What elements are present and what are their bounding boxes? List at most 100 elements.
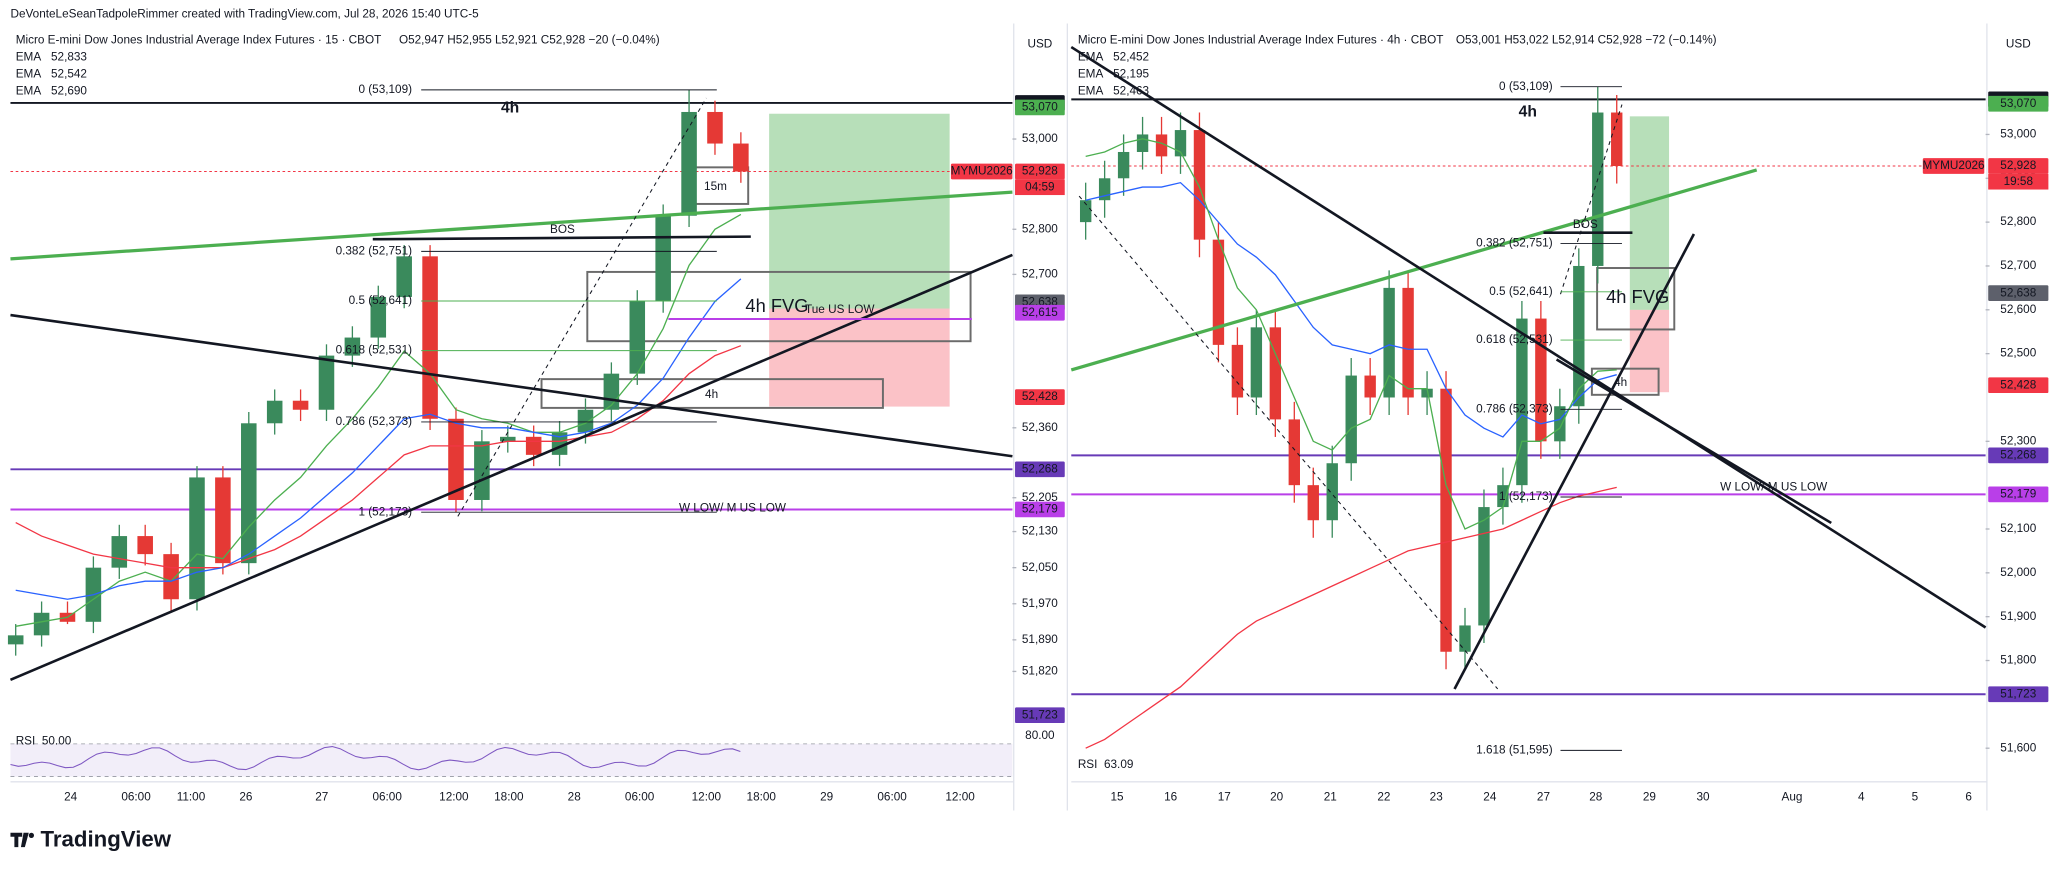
legend-name: EMA (16, 85, 42, 98)
symbol-label: MYMU2026 (951, 165, 1014, 178)
fib-label: 0.382 (52,751) (336, 244, 413, 257)
candle-body (163, 554, 179, 600)
rsi-band (10, 743, 1013, 777)
price-label: 52,928 (2000, 159, 2036, 172)
candle-body (1573, 265, 1585, 407)
candle-body (1402, 287, 1414, 398)
price-label: 52,928 (1022, 165, 1058, 178)
fib-label: 0.786 (52,373) (336, 415, 413, 428)
candle-body (1269, 327, 1282, 420)
trend-line (1555, 358, 1832, 525)
y-tick-label: 52,600 (2000, 303, 2036, 316)
y-tick-label: 53,000 (1022, 132, 1058, 145)
x-tick-label: 06:00 (121, 791, 151, 804)
legend-name: EMA (1078, 85, 1104, 98)
fib-label: 0.618 (52,531) (1476, 333, 1553, 346)
ema-line (15, 213, 742, 627)
x-tick-label: 26 (239, 791, 253, 804)
trend-line (10, 190, 1013, 261)
price-label-box (1988, 447, 2049, 464)
footer-brand: TradingView (41, 827, 172, 852)
price-label: 52,428 (1022, 390, 1058, 403)
trend-line (372, 235, 751, 241)
x-tick-label: 16 (1164, 791, 1178, 804)
x-tick-label: 06:00 (625, 791, 655, 804)
candle-body (1326, 463, 1338, 521)
candle-body (1478, 507, 1490, 626)
candle-body (1554, 406, 1566, 442)
candle-body (1421, 388, 1433, 398)
zone (540, 378, 884, 409)
price-label: 53,070 (1022, 101, 1058, 114)
x-tick-label: 28 (568, 791, 582, 804)
candle-body (396, 256, 412, 297)
candle-body (1611, 112, 1623, 167)
y-tick-label: 52,300 (2000, 434, 2036, 447)
price-label-box (1988, 285, 2049, 301)
logo (10, 832, 35, 848)
price-label: 52,179 (1022, 503, 1058, 516)
price-label: 52,428 (2000, 378, 2036, 391)
candle-body (1250, 327, 1263, 398)
legend-value: 52,452 (1113, 51, 1149, 64)
y-tick-label: 51,800 (2000, 654, 2036, 667)
annotation: 4h (705, 388, 718, 401)
candle-body (1383, 287, 1395, 398)
price-label-box (1015, 707, 1065, 724)
price-label-box (1988, 377, 2049, 394)
trend-line (1559, 104, 1623, 295)
candle-body (629, 301, 646, 374)
rsi-level-label: 80.00 (1025, 729, 1055, 742)
price-label: 52,615 (1022, 306, 1058, 319)
legend-name: EMA (16, 68, 42, 81)
trend-line (10, 313, 1013, 458)
x-tick-label: 12:00 (692, 791, 722, 804)
x-tick-label: 29 (1643, 791, 1656, 804)
price-label-box (1988, 686, 2049, 703)
x-tick-label: 12:00 (945, 791, 975, 804)
price-label-box (1015, 501, 1065, 518)
candle-body (1079, 200, 1092, 223)
price-label: 52,179 (2000, 487, 2036, 500)
candle-body (733, 143, 749, 172)
candle-body (1440, 388, 1452, 652)
candle-body (344, 337, 361, 356)
fib-label: 0.786 (52,373) (1476, 402, 1553, 415)
price-label-box (1015, 304, 1065, 321)
candle-body (707, 111, 723, 144)
ema-line (15, 278, 742, 600)
y-tick-label: 51,890 (1022, 633, 1058, 646)
rsi-value: 50.00 (42, 734, 72, 747)
countdown-box (1988, 173, 2049, 190)
annotation: Tue US LOW (805, 303, 875, 316)
y-tick-label: 52,130 (1022, 525, 1058, 538)
candle-body (1497, 485, 1509, 508)
x-tick-label: 22 (1377, 791, 1390, 804)
y-tick-label: 52,205 (1022, 491, 1058, 504)
x-tick-label: 23 (1430, 791, 1444, 804)
zone (769, 308, 950, 407)
x-tick-label: 6 (1965, 791, 1972, 804)
candle-body (7, 635, 24, 645)
symbol-tag (1922, 158, 1985, 174)
price-label: 52,268 (2000, 448, 2036, 461)
x-tick-label: 4 (1858, 791, 1865, 804)
y-tick-label: 52,800 (1022, 222, 1058, 235)
y-tick-label: 52,100 (2000, 522, 2036, 535)
x-tick-label: 17 (1218, 791, 1231, 804)
x-tick-label: 29 (820, 791, 833, 804)
x-tick-label: 20 (1270, 791, 1284, 804)
annotation: 4h (1519, 104, 1537, 121)
candle-body (1136, 134, 1149, 152)
price-label-box (1988, 158, 2049, 174)
rsi-line (10, 746, 741, 771)
candle-body (292, 400, 309, 410)
annotation: W LOW/ M US LOW (1720, 481, 1828, 494)
y-tick-label: 51,970 (1022, 597, 1058, 610)
y-tick-label: 52,700 (1022, 268, 1058, 281)
fib-label: 1.618 (51,595) (1476, 743, 1553, 756)
fib-label: 0.382 (52,751) (1476, 237, 1553, 250)
trend-line (1453, 233, 1696, 690)
candle-body (1098, 178, 1111, 201)
